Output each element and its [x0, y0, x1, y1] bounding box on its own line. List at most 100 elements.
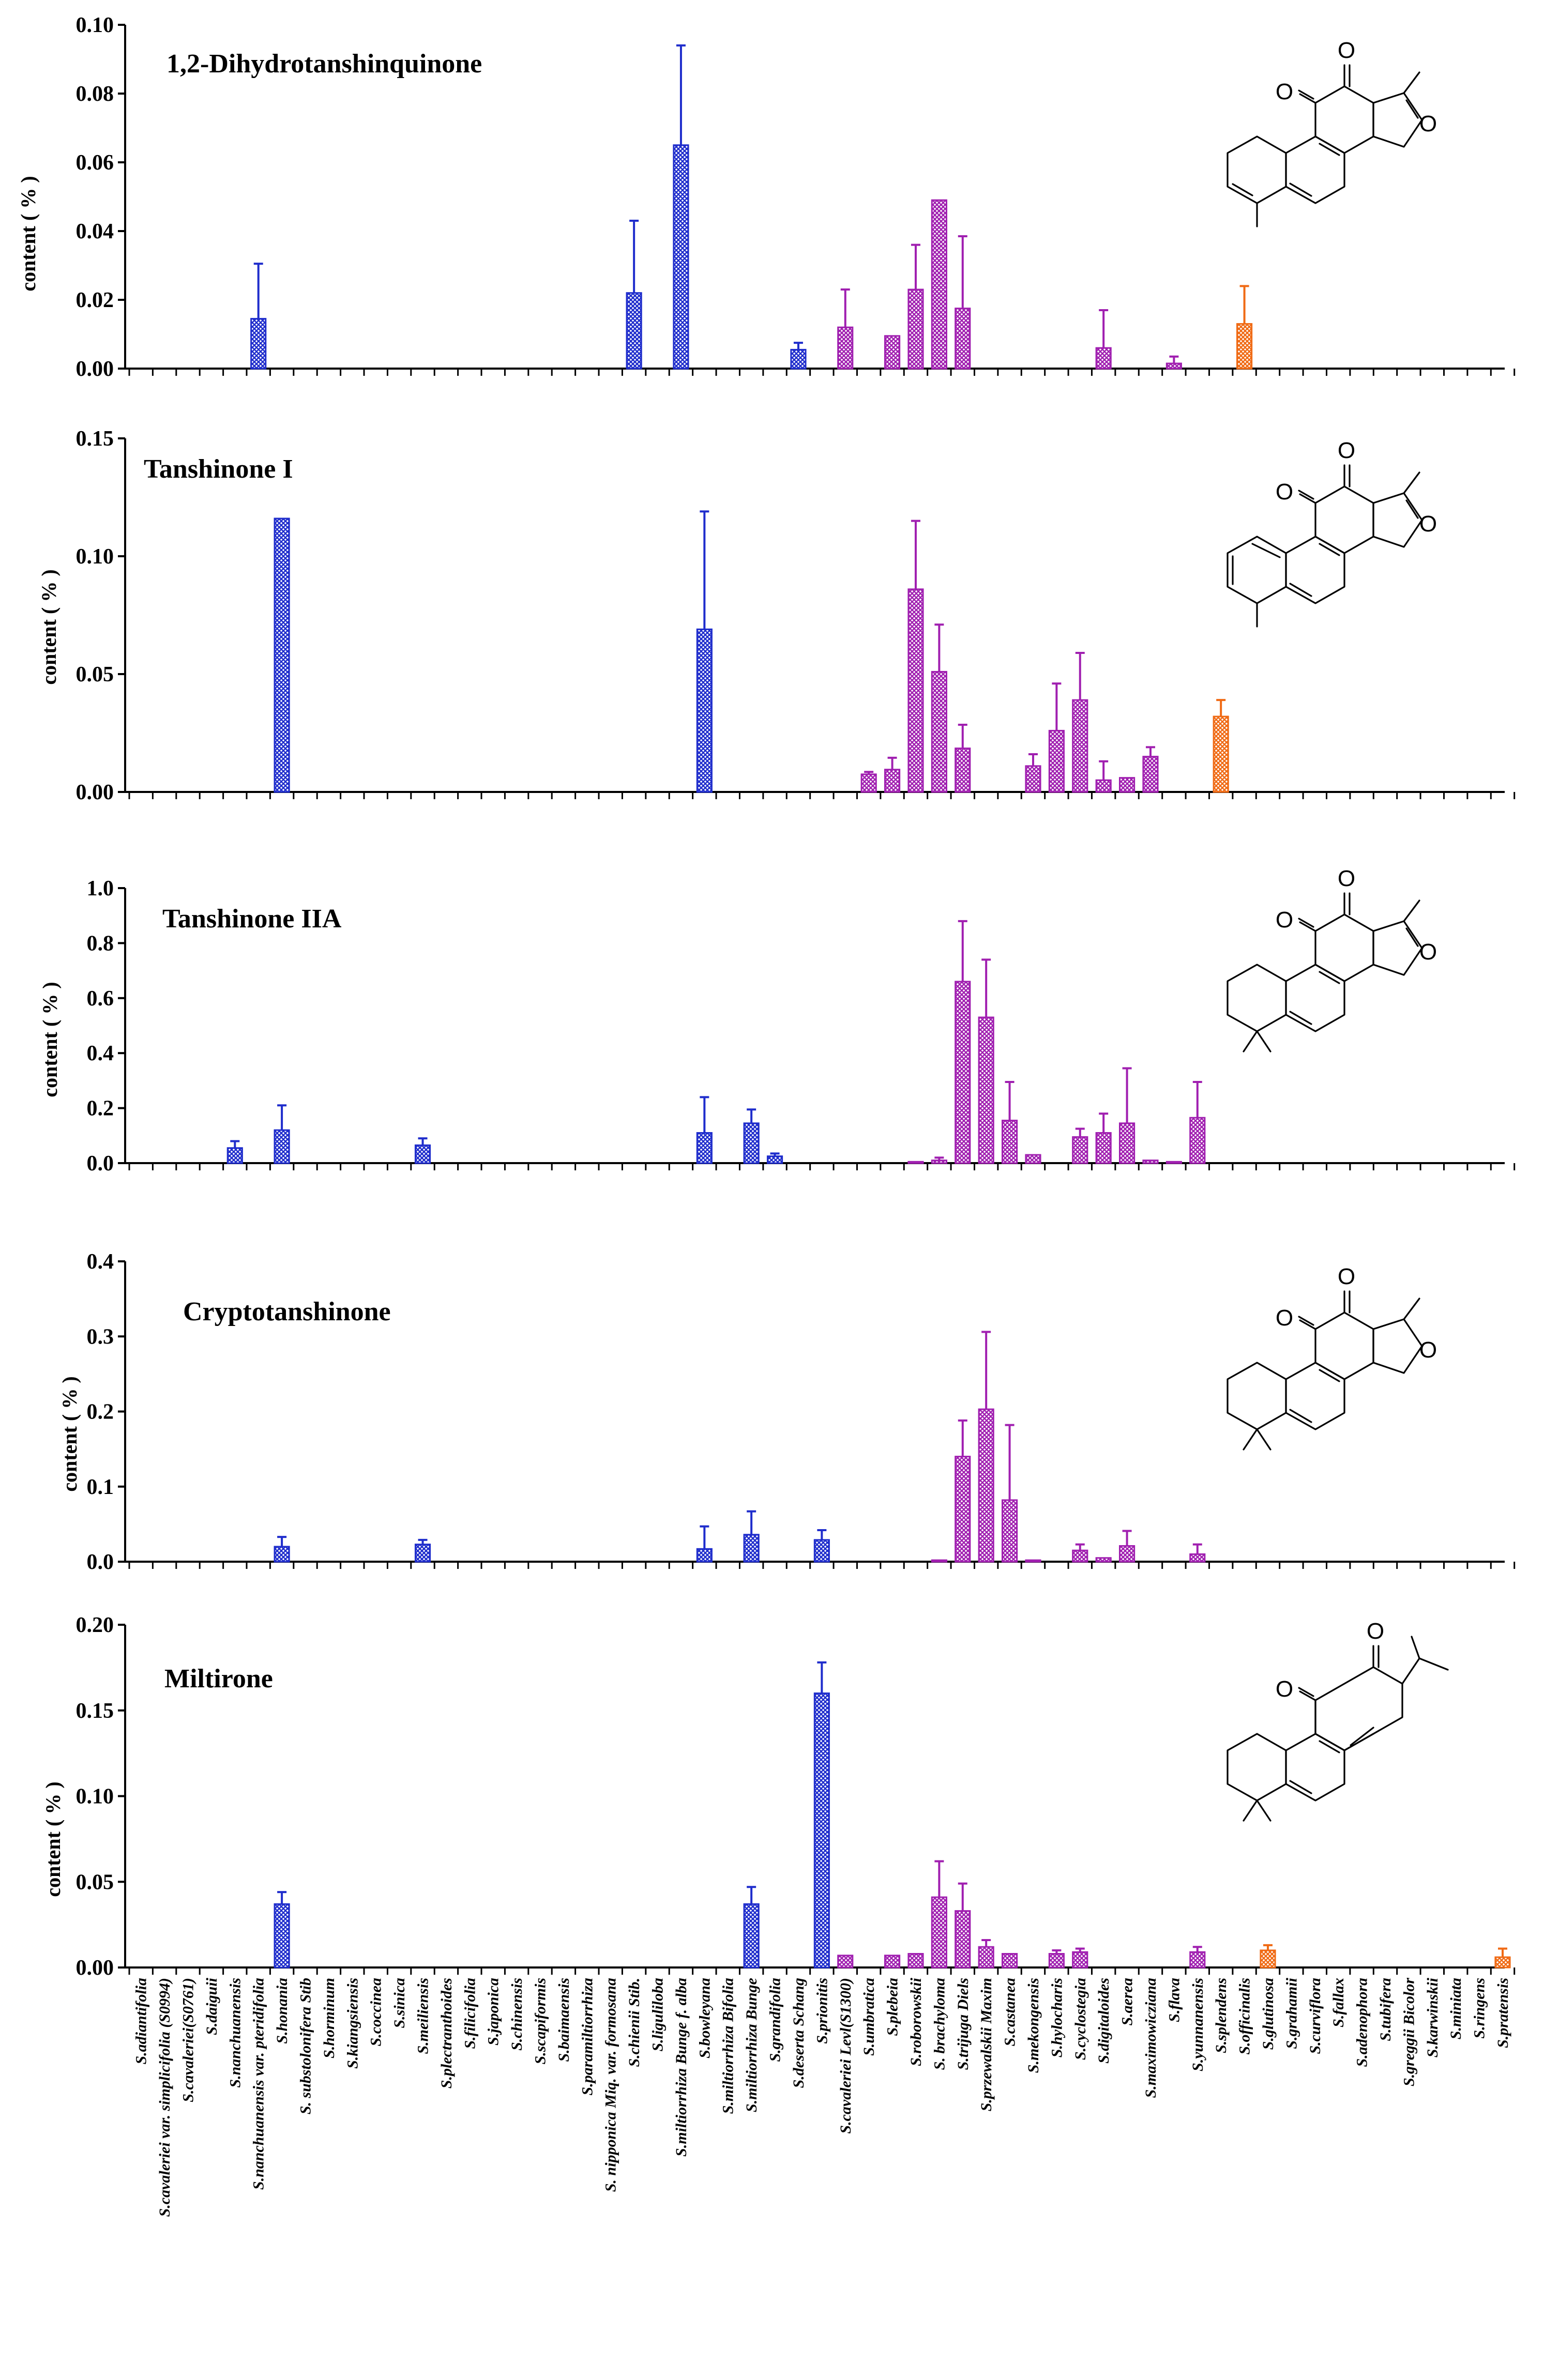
structure-miltirone: O O — [1227, 1619, 1449, 1822]
y-tick-label: 0.6 — [87, 987, 114, 1011]
x-category-label: S.ringens — [1471, 1978, 1488, 2039]
bar — [1189, 1553, 1206, 1563]
oxygen-label: O — [1276, 1676, 1293, 1702]
bar — [1001, 1120, 1018, 1164]
bar — [884, 1955, 901, 1969]
ring-a — [1227, 135, 1287, 204]
x-category-label: S.sinica — [391, 1978, 408, 2028]
y-tick-label: 0.1 — [87, 1475, 114, 1499]
x-category-label: S.chinensis — [508, 1978, 525, 2051]
y-tick-label: 0.20 — [76, 1613, 114, 1637]
y-tick-label: 0.10 — [76, 1785, 114, 1809]
x-category-label: S.trijuga Diels — [955, 1978, 972, 2070]
structure-cryptotanshinone: O O O — [1227, 1264, 1437, 1451]
bar — [978, 1408, 994, 1563]
x-category-label: S.cavaleriei Levl(S1300) — [837, 1978, 854, 2134]
x-category-label: S.miltiorrhiza Bunge — [743, 1978, 760, 2112]
bar — [907, 288, 924, 370]
y-tick-label: 0.00 — [76, 357, 114, 381]
y-tick-label: 0.08 — [76, 82, 114, 106]
y-tick-label: 0.06 — [76, 151, 114, 175]
x-category-label: S.curviflora — [1307, 1978, 1324, 2054]
bar — [1189, 1117, 1206, 1164]
bar — [414, 1144, 431, 1164]
oxygen-label: O — [1338, 438, 1355, 463]
oxygen-label: O — [1338, 1264, 1355, 1289]
bar — [813, 1692, 830, 1969]
bar — [696, 628, 713, 793]
bar — [1165, 362, 1182, 370]
x-category-label: S.meiliensis — [415, 1978, 432, 2054]
bar — [274, 1546, 290, 1563]
bar — [696, 1548, 713, 1563]
x-category-label: S.filicifolia — [461, 1978, 478, 2049]
x-category-label: S.grandifolia — [767, 1978, 784, 2062]
oxygen-label: O — [1419, 111, 1437, 136]
oxygen-label: O — [1419, 1337, 1437, 1363]
bar — [250, 318, 267, 370]
bar — [743, 1534, 760, 1563]
bar — [1025, 1154, 1041, 1164]
y-tick-label: 0.04 — [76, 220, 114, 243]
bar — [743, 1122, 760, 1164]
x-category-label: S.splendens — [1213, 1978, 1230, 2053]
x-category-label: S.aerea — [1119, 1978, 1136, 2026]
x-category-label: S.glutinosa — [1260, 1978, 1277, 2050]
x-category-label: S.hylocharis — [1048, 1978, 1065, 2057]
bar — [931, 199, 947, 370]
panel-title: Cryptotanshinone — [183, 1297, 391, 1326]
bar — [626, 292, 642, 370]
bar — [1118, 1545, 1136, 1563]
oxygen-label: O — [1367, 1619, 1384, 1644]
ring-b — [1285, 135, 1345, 204]
x-category-label: S.daiguii — [203, 1977, 220, 2035]
bar — [978, 1016, 994, 1164]
bar — [1095, 347, 1112, 370]
y-tick-label: 0.15 — [76, 1699, 114, 1723]
bar — [907, 588, 924, 793]
x-category-label: S.deserta Schang — [790, 1978, 807, 2088]
y-tick-label: 0.4 — [87, 1042, 114, 1065]
x-category-label: S.miltiorrhiza Bifolia — [720, 1978, 737, 2114]
x-category-label: S.grahamii — [1283, 1977, 1300, 2049]
chart-panel-dihydrotanshinquinone: 1,2-Dihydrotanshinquinone content ( % ) … — [17, 13, 1516, 381]
structure-tanshinone-i: O O O — [1227, 438, 1437, 628]
bar — [955, 747, 971, 793]
chart-panel-tanshinone-i: Tanshinone I content ( % ) 0.00 0.05 0.10 0… — [37, 427, 1516, 804]
chart-panel-tanshinone-iia: Tanshinone IIA content ( % ) 0.0 0.2 0.4 0.… — [38, 877, 1516, 1176]
bar — [1095, 1132, 1112, 1164]
y-axis-label: content ( % ) — [58, 1376, 81, 1491]
bar — [813, 1539, 830, 1563]
oxygen-label: O — [1276, 1305, 1293, 1331]
y-tick-label: 0.2 — [87, 1400, 114, 1424]
bar — [1095, 779, 1112, 793]
bar — [1142, 756, 1159, 793]
bar — [931, 670, 947, 793]
x-category-label: S. brachyloma — [931, 1978, 948, 2070]
bar — [1025, 765, 1041, 793]
y-tick-label: 0.3 — [87, 1325, 114, 1349]
bar — [931, 1559, 947, 1563]
y-axis-label: content ( % ) — [17, 176, 40, 291]
y-tick-label: 0.10 — [76, 545, 114, 569]
x-category-label: S.prionitis — [813, 1978, 830, 2044]
x-category-label: S.japonica — [485, 1978, 502, 2046]
bar — [837, 1955, 854, 1969]
panel-title: 1,2-Dihydrotanshinquinone — [166, 49, 482, 79]
x-category-label: S.horminum — [321, 1978, 338, 2058]
x-category-label: S.castanea — [1002, 1978, 1019, 2047]
x-category-label: S.flava — [1165, 1978, 1183, 2022]
x-category-label: S.liguliloba — [649, 1978, 667, 2052]
structure-tanshinone-iia: O O O — [1227, 866, 1437, 1052]
bar — [274, 517, 290, 793]
oxygen-label: O — [1276, 79, 1293, 104]
bar — [1072, 1951, 1088, 1969]
bar — [907, 1952, 924, 1969]
furan-ring — [1372, 92, 1423, 148]
bar — [1165, 1161, 1182, 1164]
x-category-label: S. nipponica Miq. var. formosana — [602, 1978, 619, 2192]
bar — [931, 1896, 947, 1969]
x-category-label: S.przewalskii Maxim — [978, 1978, 995, 2111]
bar — [743, 1903, 760, 1969]
